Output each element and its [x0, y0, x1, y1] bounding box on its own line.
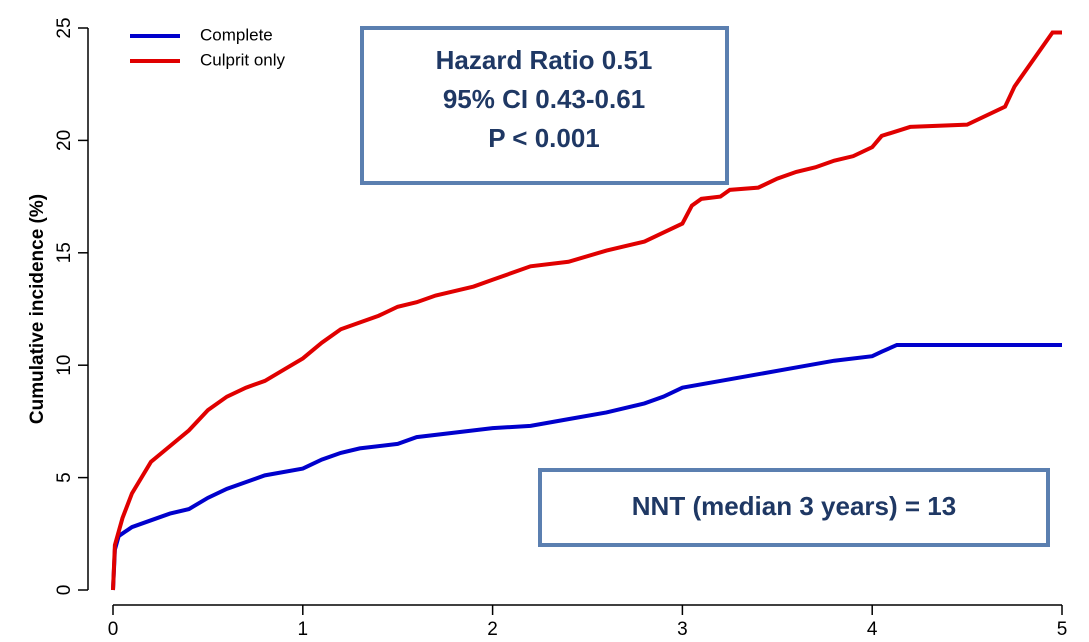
x-tick-label: 5: [1057, 619, 1068, 640]
annotation: Hazard Ratio 0.51: [436, 45, 653, 75]
annotation: P < 0.001: [488, 123, 600, 153]
y-tick-label: 25: [54, 17, 75, 38]
legend-label: Culprit only: [200, 50, 286, 69]
x-tick-label: 2: [487, 619, 498, 640]
annotation: NNT (median 3 years) = 13: [632, 491, 956, 521]
annotation: 95% CI 0.43-0.61: [443, 84, 645, 114]
stats-box: [360, 26, 729, 185]
y-tick-label: 10: [54, 355, 75, 376]
y-tick-label: 15: [54, 242, 75, 263]
x-tick-label: 3: [677, 619, 688, 640]
curve: [111, 30, 1062, 591]
x-tick-label: 1: [298, 619, 309, 640]
nnt-box: [538, 468, 1050, 547]
y-tick-label: 0: [54, 585, 75, 596]
y-tick-label: 20: [54, 130, 75, 151]
curve: [111, 342, 1062, 591]
legend-label: Complete: [200, 25, 273, 44]
x-tick-label: 4: [867, 619, 878, 640]
y-tick-label: 5: [54, 472, 75, 483]
x-tick-label: 0: [108, 619, 119, 640]
y-axis-label: Cumulative incidence (%): [27, 194, 48, 424]
